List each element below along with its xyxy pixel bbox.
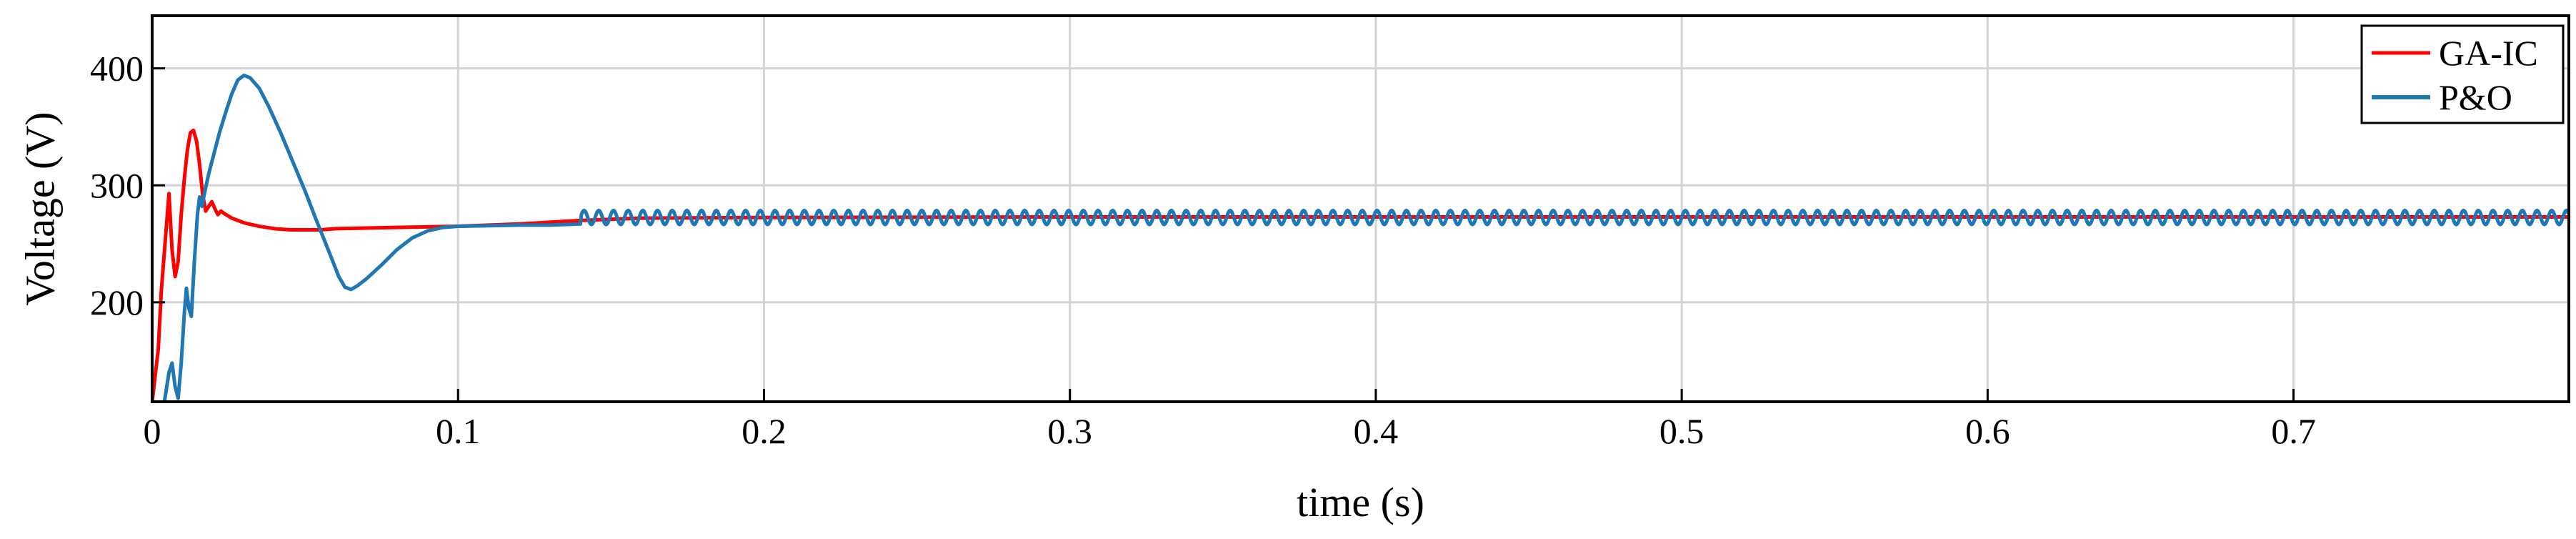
x-tick-label: 0.7 xyxy=(2271,411,2316,451)
y-axis-label: Voltage (V) xyxy=(16,112,63,305)
y-tick-label: 300 xyxy=(90,165,144,205)
y-tick-layer: 200 300 400 xyxy=(90,49,165,322)
legend-label-ga-ic: GA-IC xyxy=(2439,33,2538,73)
x-tick-label: 0.5 xyxy=(1659,411,1704,451)
x-tick-label: 0.4 xyxy=(1354,411,1399,451)
legend-label-p-and-o: P&O xyxy=(2439,77,2512,117)
x-tick-layer: 0 0.1 0.2 0.3 0.4 0.5 0.6 0.7 xyxy=(144,389,2316,451)
x-tick-label: 0.6 xyxy=(1965,411,2010,451)
series-line-ga-ic xyxy=(152,128,2569,402)
legend: GA-IC P&O xyxy=(2360,24,2565,124)
x-tick-label: 0.3 xyxy=(1047,411,1092,451)
x-tick-label: 0.2 xyxy=(742,411,787,451)
x-tick-label: 0.1 xyxy=(436,411,481,451)
y-tick-label: 200 xyxy=(90,282,144,322)
x-axis-label: time (s) xyxy=(1297,479,1424,525)
series-layer xyxy=(152,73,2569,402)
plot-frame xyxy=(151,14,2570,403)
grid-layer xyxy=(151,16,2569,402)
series-line-p-and-o xyxy=(162,73,2569,402)
x-tick-label: 0 xyxy=(144,411,161,451)
y-tick-label: 400 xyxy=(90,49,144,89)
legend-box xyxy=(2360,24,2565,124)
